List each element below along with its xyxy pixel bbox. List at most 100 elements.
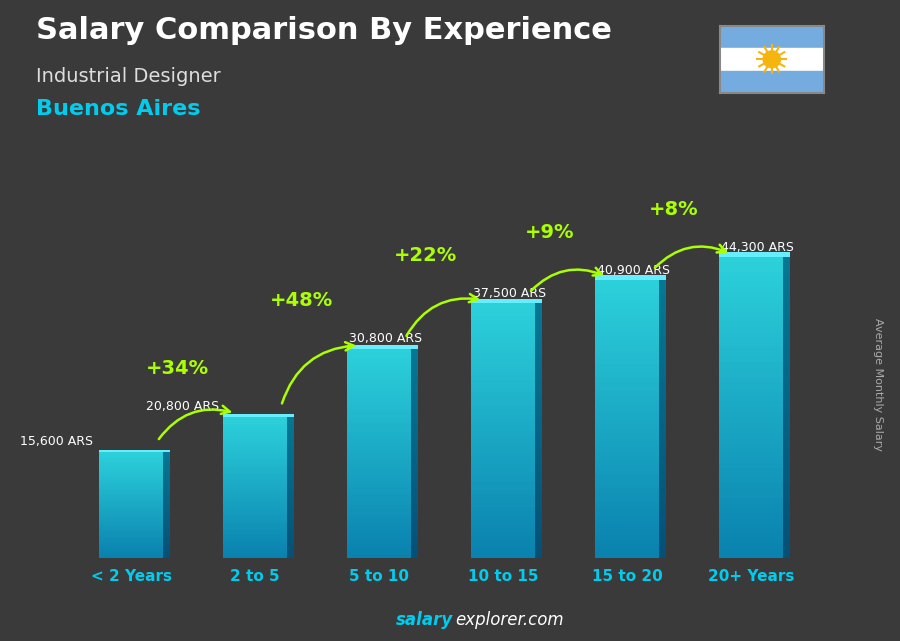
Bar bbox=[595, 345, 659, 350]
Bar bbox=[346, 492, 411, 495]
Bar bbox=[536, 498, 542, 503]
Bar bbox=[783, 362, 790, 367]
Bar bbox=[595, 317, 659, 322]
Bar bbox=[99, 517, 164, 519]
Bar bbox=[346, 506, 411, 509]
Bar bbox=[659, 516, 666, 520]
Bar bbox=[536, 376, 542, 379]
Bar bbox=[287, 511, 294, 513]
Bar bbox=[223, 417, 287, 419]
Bar bbox=[718, 463, 783, 467]
Bar bbox=[99, 468, 164, 469]
Bar bbox=[411, 526, 418, 530]
Bar bbox=[471, 452, 536, 456]
Bar bbox=[411, 443, 418, 446]
Bar bbox=[411, 509, 418, 512]
Bar bbox=[164, 508, 170, 510]
Bar bbox=[718, 297, 783, 303]
Bar bbox=[346, 349, 411, 353]
Bar bbox=[346, 408, 411, 412]
Bar bbox=[287, 494, 294, 497]
Bar bbox=[411, 516, 418, 519]
Bar bbox=[99, 515, 164, 517]
Bar bbox=[595, 474, 659, 479]
Bar bbox=[659, 520, 666, 526]
Bar bbox=[595, 308, 659, 313]
Bar bbox=[595, 424, 659, 428]
Bar bbox=[223, 414, 294, 417]
Bar bbox=[411, 519, 418, 523]
Bar bbox=[536, 452, 542, 456]
Bar bbox=[659, 359, 666, 363]
Bar bbox=[99, 538, 164, 540]
Bar bbox=[223, 511, 287, 513]
Bar bbox=[783, 347, 790, 353]
Bar bbox=[536, 469, 542, 473]
Text: 30,800 ARS: 30,800 ARS bbox=[349, 332, 422, 345]
Bar bbox=[164, 522, 170, 524]
Bar bbox=[164, 544, 170, 545]
Bar bbox=[659, 322, 666, 327]
Bar bbox=[164, 478, 170, 480]
Bar bbox=[411, 397, 418, 401]
Bar bbox=[718, 543, 783, 547]
Bar bbox=[718, 513, 783, 518]
Bar bbox=[718, 342, 783, 347]
Bar bbox=[99, 513, 164, 515]
Bar bbox=[287, 438, 294, 440]
Bar bbox=[536, 345, 542, 350]
Bar bbox=[471, 524, 536, 528]
Bar bbox=[595, 516, 659, 520]
Bar bbox=[287, 424, 294, 426]
Bar bbox=[595, 507, 659, 512]
Bar bbox=[287, 421, 294, 424]
Bar bbox=[718, 428, 783, 433]
Bar bbox=[659, 502, 666, 507]
Bar bbox=[346, 422, 411, 426]
Bar bbox=[99, 544, 164, 545]
Bar bbox=[783, 257, 790, 262]
Bar bbox=[536, 456, 542, 460]
Bar bbox=[536, 363, 542, 367]
Bar bbox=[783, 392, 790, 397]
Bar bbox=[411, 394, 418, 397]
Bar bbox=[659, 308, 666, 313]
Bar bbox=[99, 454, 164, 455]
Bar bbox=[783, 308, 790, 312]
Bar bbox=[471, 316, 536, 320]
Bar bbox=[411, 460, 418, 463]
Bar bbox=[471, 435, 536, 439]
Bar bbox=[99, 519, 164, 520]
Bar bbox=[164, 520, 170, 522]
Bar bbox=[536, 384, 542, 388]
Bar bbox=[659, 294, 666, 299]
Bar bbox=[287, 463, 294, 466]
Bar bbox=[99, 529, 164, 531]
Bar bbox=[411, 457, 418, 460]
Bar bbox=[346, 373, 411, 377]
Bar bbox=[164, 487, 170, 489]
Bar bbox=[346, 439, 411, 443]
Bar bbox=[471, 537, 536, 541]
Bar bbox=[595, 465, 659, 470]
Bar bbox=[783, 333, 790, 337]
Bar bbox=[346, 526, 411, 530]
Bar bbox=[287, 548, 294, 551]
Bar bbox=[164, 538, 170, 540]
Bar bbox=[783, 422, 790, 428]
Bar bbox=[411, 551, 418, 554]
Bar bbox=[346, 512, 411, 516]
Bar bbox=[287, 497, 294, 499]
Bar bbox=[471, 503, 536, 507]
Bar bbox=[783, 317, 790, 322]
Text: +8%: +8% bbox=[649, 199, 698, 219]
Bar bbox=[411, 384, 418, 387]
Bar bbox=[223, 546, 287, 548]
Bar bbox=[718, 267, 783, 272]
Bar bbox=[471, 447, 536, 452]
Bar bbox=[536, 418, 542, 422]
Bar bbox=[659, 382, 666, 387]
Text: 20,800 ARS: 20,800 ARS bbox=[146, 400, 220, 413]
Bar bbox=[595, 340, 659, 345]
Bar bbox=[783, 397, 790, 403]
